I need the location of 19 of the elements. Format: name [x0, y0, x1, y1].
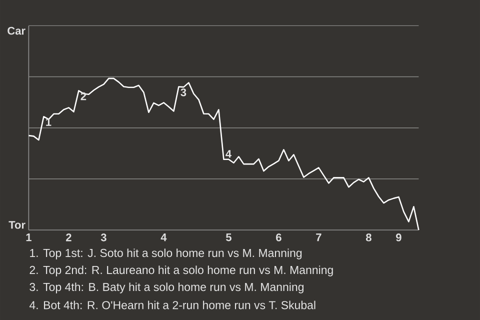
x-tick-label: 9 — [396, 234, 402, 242]
x-tick-label: 5 — [226, 234, 232, 242]
text: Tor — [8, 221, 26, 229]
annotation: 1 — [46, 118, 52, 126]
x-tick-label: 2 — [66, 234, 72, 242]
x-tick-label: 6 — [276, 234, 282, 242]
x-tick-label: 1 — [26, 234, 32, 242]
text: 1. Top 1st: J. Soto hit a solo home run vs M. Manning — [30, 248, 302, 260]
text: Car — [8, 26, 26, 35]
x-tick-label: 7 — [316, 234, 322, 242]
x-tick-label: 4 — [160, 234, 167, 242]
annotation: 4 — [226, 150, 232, 158]
x-tick-label: 3 — [100, 234, 106, 242]
text: 3. Top 4th: B. Baty hit a solo home run vs M. Manning — [30, 282, 304, 294]
text: 2. Top 2nd: R. Laureano hit a solo home run vs M. Manning — [30, 266, 333, 276]
annotation: 2 — [80, 92, 86, 100]
x-tick-label: 8 — [366, 234, 372, 242]
annotation: 3 — [180, 88, 186, 96]
text: 4. Bot 4th: R. O'Hearn hit a 2-run home run vs T. Skubal — [29, 300, 316, 310]
